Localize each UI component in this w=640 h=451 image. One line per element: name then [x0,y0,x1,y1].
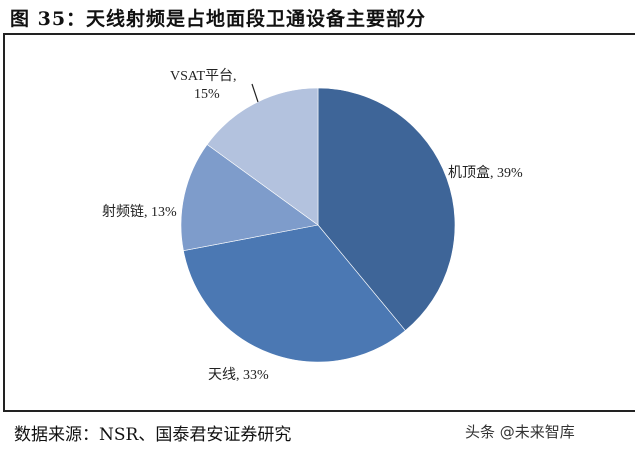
pie-slices [180,87,456,363]
figure-title: 图 35：天线射频是占地面段卫通设备主要部分 [10,8,427,30]
label-vsat-line1: VSAT平台, [170,68,237,84]
label-rf-chain: 射频链, 13% [102,204,177,220]
pie-slice-3 [206,87,319,226]
pie-slice-1 [183,224,406,363]
label-set-top-box: 机顶盒, 39% [448,164,523,181]
vsat-leader-line [251,83,259,103]
label-antenna: 天线, 33% [208,367,269,383]
pie-slice-2 [180,144,319,252]
label-vsat-line2: 15% [194,87,220,102]
chart-frame [3,33,635,412]
data-source: 数据来源：NSR、国泰君安证券研究 [14,425,292,445]
pie-slice-0 [317,87,456,331]
watermark: 头条 @未来智库 [465,423,575,441]
